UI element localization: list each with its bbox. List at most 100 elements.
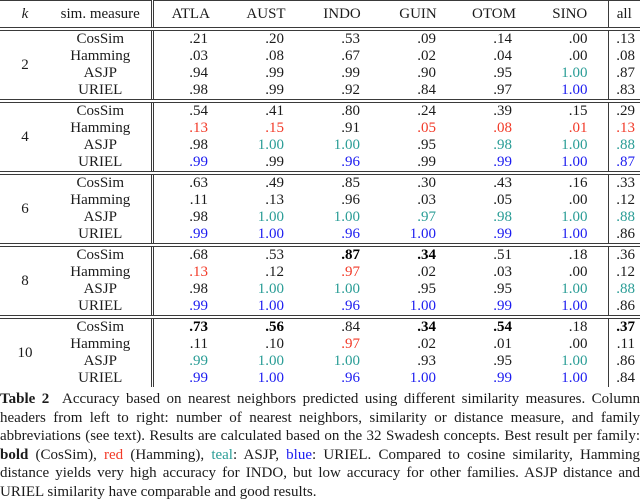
value-cell: .99: [189, 353, 208, 369]
value-cell: .86: [607, 298, 640, 317]
column-header-sino: SINO: [532, 0, 608, 31]
measure-label: ASJP: [50, 65, 154, 82]
value-cell: .39: [456, 99, 532, 120]
value-cell: .02: [417, 336, 436, 352]
value-cell: 1.00: [333, 281, 360, 297]
value-cell: 1.00: [409, 226, 436, 242]
value-cell: .96: [341, 154, 360, 170]
value-cell: .54: [456, 315, 532, 336]
caption-segment-normal: : ASJP,: [232, 446, 287, 463]
value-cell: .13: [189, 264, 208, 280]
value-cell: .93: [417, 353, 436, 369]
measure-label: CosSim: [50, 315, 154, 336]
k-value: 2: [21, 56, 29, 73]
caption-segment-normal: (Hamming),: [123, 446, 212, 463]
value-cell: .99: [265, 65, 284, 81]
table-row: Hamming .11 .13 .96 .03 .05 .00 .12: [0, 192, 640, 209]
value-cell: .02: [417, 48, 436, 64]
value-cell: .30: [380, 171, 456, 192]
value-cell: .99: [265, 82, 284, 98]
value-cell: .97: [493, 82, 512, 98]
value-cell: .88: [607, 209, 640, 226]
value-cell: .36: [607, 243, 640, 264]
column-header-all: all: [607, 0, 640, 31]
value-cell: .97: [417, 209, 436, 225]
value-cell: .99: [493, 298, 512, 314]
measure-label: CosSim: [50, 243, 154, 264]
measure-label: Hamming: [50, 120, 154, 137]
value-cell: 1.00: [561, 226, 588, 242]
value-cell: .12: [265, 264, 284, 280]
value-cell: 1.00: [409, 370, 436, 386]
value-cell: .08: [265, 48, 284, 64]
column-header-indo: INDO: [304, 0, 380, 31]
value-cell: .00: [568, 264, 588, 280]
value-cell: .15: [532, 99, 608, 120]
table-row: URIEL .99 1.00 .96 1.00 .99 1.00 .86: [0, 298, 640, 317]
value-cell: .08: [607, 48, 640, 65]
value-cell: .95: [417, 137, 436, 153]
value-cell: .97: [341, 264, 360, 280]
value-cell: .73: [152, 315, 228, 336]
value-cell: .92: [341, 82, 360, 98]
value-cell: .49: [228, 171, 304, 192]
value-cell: .12: [607, 192, 640, 209]
value-cell: .88: [607, 137, 640, 154]
value-cell: .98: [189, 209, 208, 225]
value-cell: .90: [417, 65, 436, 81]
measure-label: URIEL: [50, 82, 154, 101]
table-row: ASJP .98 1.00 1.00 .95 .95 1.00 .88: [0, 281, 640, 298]
value-cell: .37: [607, 315, 640, 336]
value-cell: .11: [607, 336, 640, 353]
caption-segment-red: red: [104, 446, 124, 463]
value-cell: .54: [152, 99, 228, 120]
value-cell: 1.00: [257, 137, 284, 153]
value-cell: 1.00: [257, 281, 284, 297]
value-cell: .11: [189, 192, 208, 208]
column-header-atla: ATLA: [152, 0, 228, 31]
table-header: k sim. measure ATLA AUST INDO GUIN OTOM SINO all: [0, 0, 640, 31]
column-header-guin: GUIN: [380, 0, 456, 31]
value-cell: 1.00: [257, 298, 284, 314]
value-cell: .43: [456, 171, 532, 192]
value-cell: .34: [380, 243, 456, 264]
value-cell: .13: [189, 120, 208, 136]
value-cell: .24: [380, 99, 456, 120]
value-cell: .86: [607, 353, 640, 370]
table-row: ASJP .94 .99 .99 .90 .95 1.00 .87: [0, 65, 640, 82]
value-cell: .98: [493, 137, 512, 153]
value-cell: .00: [568, 31, 588, 47]
measure-label: CosSim: [50, 99, 154, 120]
table-row: URIEL .98 .99 .92 .84 .97 1.00 .83: [0, 82, 640, 101]
column-header-k: k: [0, 0, 50, 31]
value-cell: .13: [607, 29, 640, 48]
caption-segment-blue: blue: [286, 446, 312, 463]
value-cell: .67: [341, 48, 360, 64]
value-cell: .63: [152, 171, 228, 192]
value-cell: .00: [568, 192, 588, 208]
value-cell: 1.00: [257, 226, 284, 242]
value-cell: .03: [189, 48, 208, 64]
table-row: Hamming .13 .15 .91 .05 .08 .01 .13: [0, 120, 640, 137]
k-value: 4: [0, 99, 50, 173]
value-cell: 1.00: [561, 82, 588, 98]
value-cell: .98: [493, 209, 512, 225]
value-cell: .68: [152, 243, 228, 264]
value-cell: .88: [607, 281, 640, 298]
measure-label: ASJP: [50, 281, 154, 298]
value-cell: .18: [532, 243, 608, 264]
value-cell: .29: [607, 99, 640, 120]
column-header-sim-measure: sim. measure: [50, 0, 154, 31]
column-header-aust: AUST: [228, 0, 304, 31]
value-cell: .95: [417, 281, 436, 297]
value-cell: .16: [532, 171, 608, 192]
value-cell: 1.00: [561, 137, 588, 153]
k-value: 10: [0, 315, 50, 387]
header-row: k sim. measure ATLA AUST INDO GUIN OTOM SINO all: [0, 0, 640, 31]
value-cell: .00: [568, 336, 588, 352]
measure-label: URIEL: [50, 298, 154, 317]
value-cell: .15: [265, 120, 284, 136]
table-row: 10 CosSim .73.56.84.34.54.18.37: [0, 315, 640, 387]
value-cell: .53: [228, 243, 304, 264]
value-cell: .01: [568, 120, 588, 136]
